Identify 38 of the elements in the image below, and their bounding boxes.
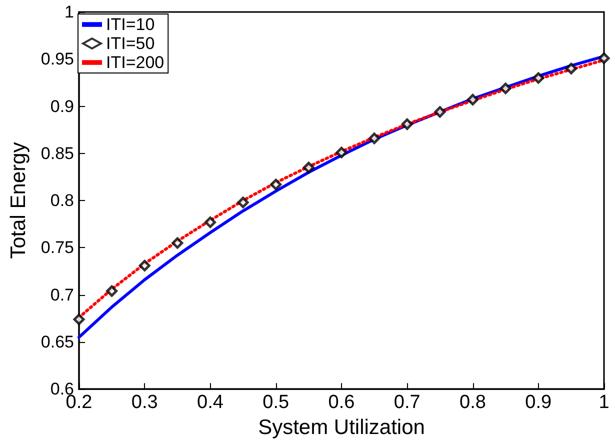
point <box>467 94 478 106</box>
point <box>106 285 118 297</box>
point <box>598 52 610 64</box>
y-axis-title: Total Energy <box>7 142 30 259</box>
point <box>204 216 216 228</box>
point <box>500 82 512 94</box>
point <box>302 162 314 174</box>
x-tick-label: 0.3 <box>131 392 158 414</box>
point <box>401 118 413 130</box>
y-tick-label: 0.65 <box>40 332 74 352</box>
point <box>336 146 348 158</box>
y-tick-label: 0.9 <box>50 96 74 116</box>
point <box>270 178 282 190</box>
legend-label: ITI=200 <box>106 53 164 72</box>
point <box>237 196 249 208</box>
x-tick-label: 0.9 <box>525 392 552 414</box>
x-tick-label: 0.6 <box>328 392 355 414</box>
legend-label: ITI=50 <box>106 34 155 53</box>
x-tick-label: 0.4 <box>197 392 224 414</box>
y-tick-label: 1 <box>64 2 74 22</box>
x-axis-title: System Utilization <box>258 416 425 439</box>
y-tick-label: 0.7 <box>50 285 74 304</box>
y-tick-label: 0.75 <box>40 238 74 258</box>
x-tick-label: 1 <box>598 392 610 414</box>
x-tick-label: 0.7 <box>394 392 420 414</box>
y-tick-label: 0.8 <box>50 191 74 210</box>
point <box>434 106 446 118</box>
point <box>172 237 184 249</box>
y-tick-label: 0.95 <box>40 50 74 69</box>
x-tick-label: 0.5 <box>262 392 290 414</box>
point <box>532 72 544 84</box>
legend-label: ITI=10 <box>106 15 155 34</box>
point <box>565 62 577 74</box>
point <box>138 260 150 272</box>
point <box>73 314 85 326</box>
x-tick-label: 0.8 <box>460 392 486 414</box>
point <box>368 132 380 144</box>
y-tick-label: 0.85 <box>40 144 74 163</box>
